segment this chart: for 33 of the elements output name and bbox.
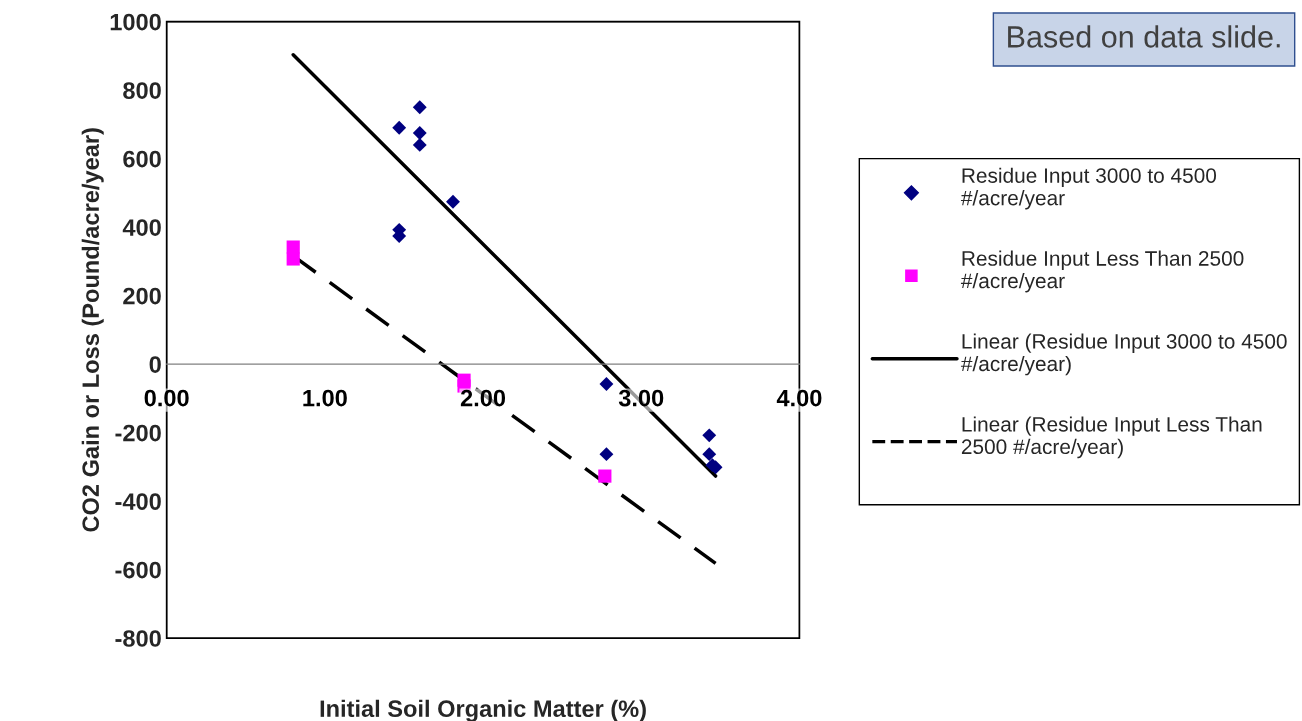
point <box>446 194 460 209</box>
x-tick-label: 0.00 <box>144 389 189 407</box>
y-tick-label: -800 <box>115 630 161 647</box>
point <box>412 125 427 140</box>
legend-label: Linear (Residue Input 3000 to 4500 #/acre/year) <box>960 333 1287 376</box>
y-tick-label: -400 <box>115 493 161 510</box>
y-tick-label: 1000 <box>110 13 161 31</box>
x-axis-title: Initial Soil Organic Matter (%) <box>320 699 646 721</box>
y-axis-title: CO2 Gain or Loss (Pound/acre/year) <box>81 128 104 532</box>
point <box>702 428 717 443</box>
x-tick-label: 2.00 <box>460 389 506 407</box>
point <box>702 447 717 462</box>
x-tick-label: 4.00 <box>776 389 822 407</box>
point <box>598 469 612 483</box>
point <box>412 137 427 152</box>
y-tick-label: 0 <box>149 356 161 373</box>
x-tick-label: 1.00 <box>303 389 347 407</box>
y-tick-label: 800 <box>123 82 161 99</box>
legend-label: Residue Input Less Than 2500 #/acre/year <box>960 250 1244 293</box>
point <box>286 252 300 266</box>
point <box>599 377 614 391</box>
point <box>412 100 427 115</box>
y-tick-label: 200 <box>123 287 161 305</box>
y-tick-label: -200 <box>115 424 161 442</box>
y-tick-label: 600 <box>123 150 161 168</box>
x-tick-label: 3.00 <box>618 389 664 407</box>
point <box>599 447 614 462</box>
y-tick-label: 400 <box>122 219 161 236</box>
legend-label: Residue Input 3000 to 4500 #/acre/year <box>960 167 1217 210</box>
y-tick-label: -600 <box>115 561 161 579</box>
point <box>392 120 407 135</box>
text: Based on data slide. <box>1008 25 1280 48</box>
legend-label: Linear (Residue Input Less Than 2500 #/acre/year) <box>961 416 1262 459</box>
